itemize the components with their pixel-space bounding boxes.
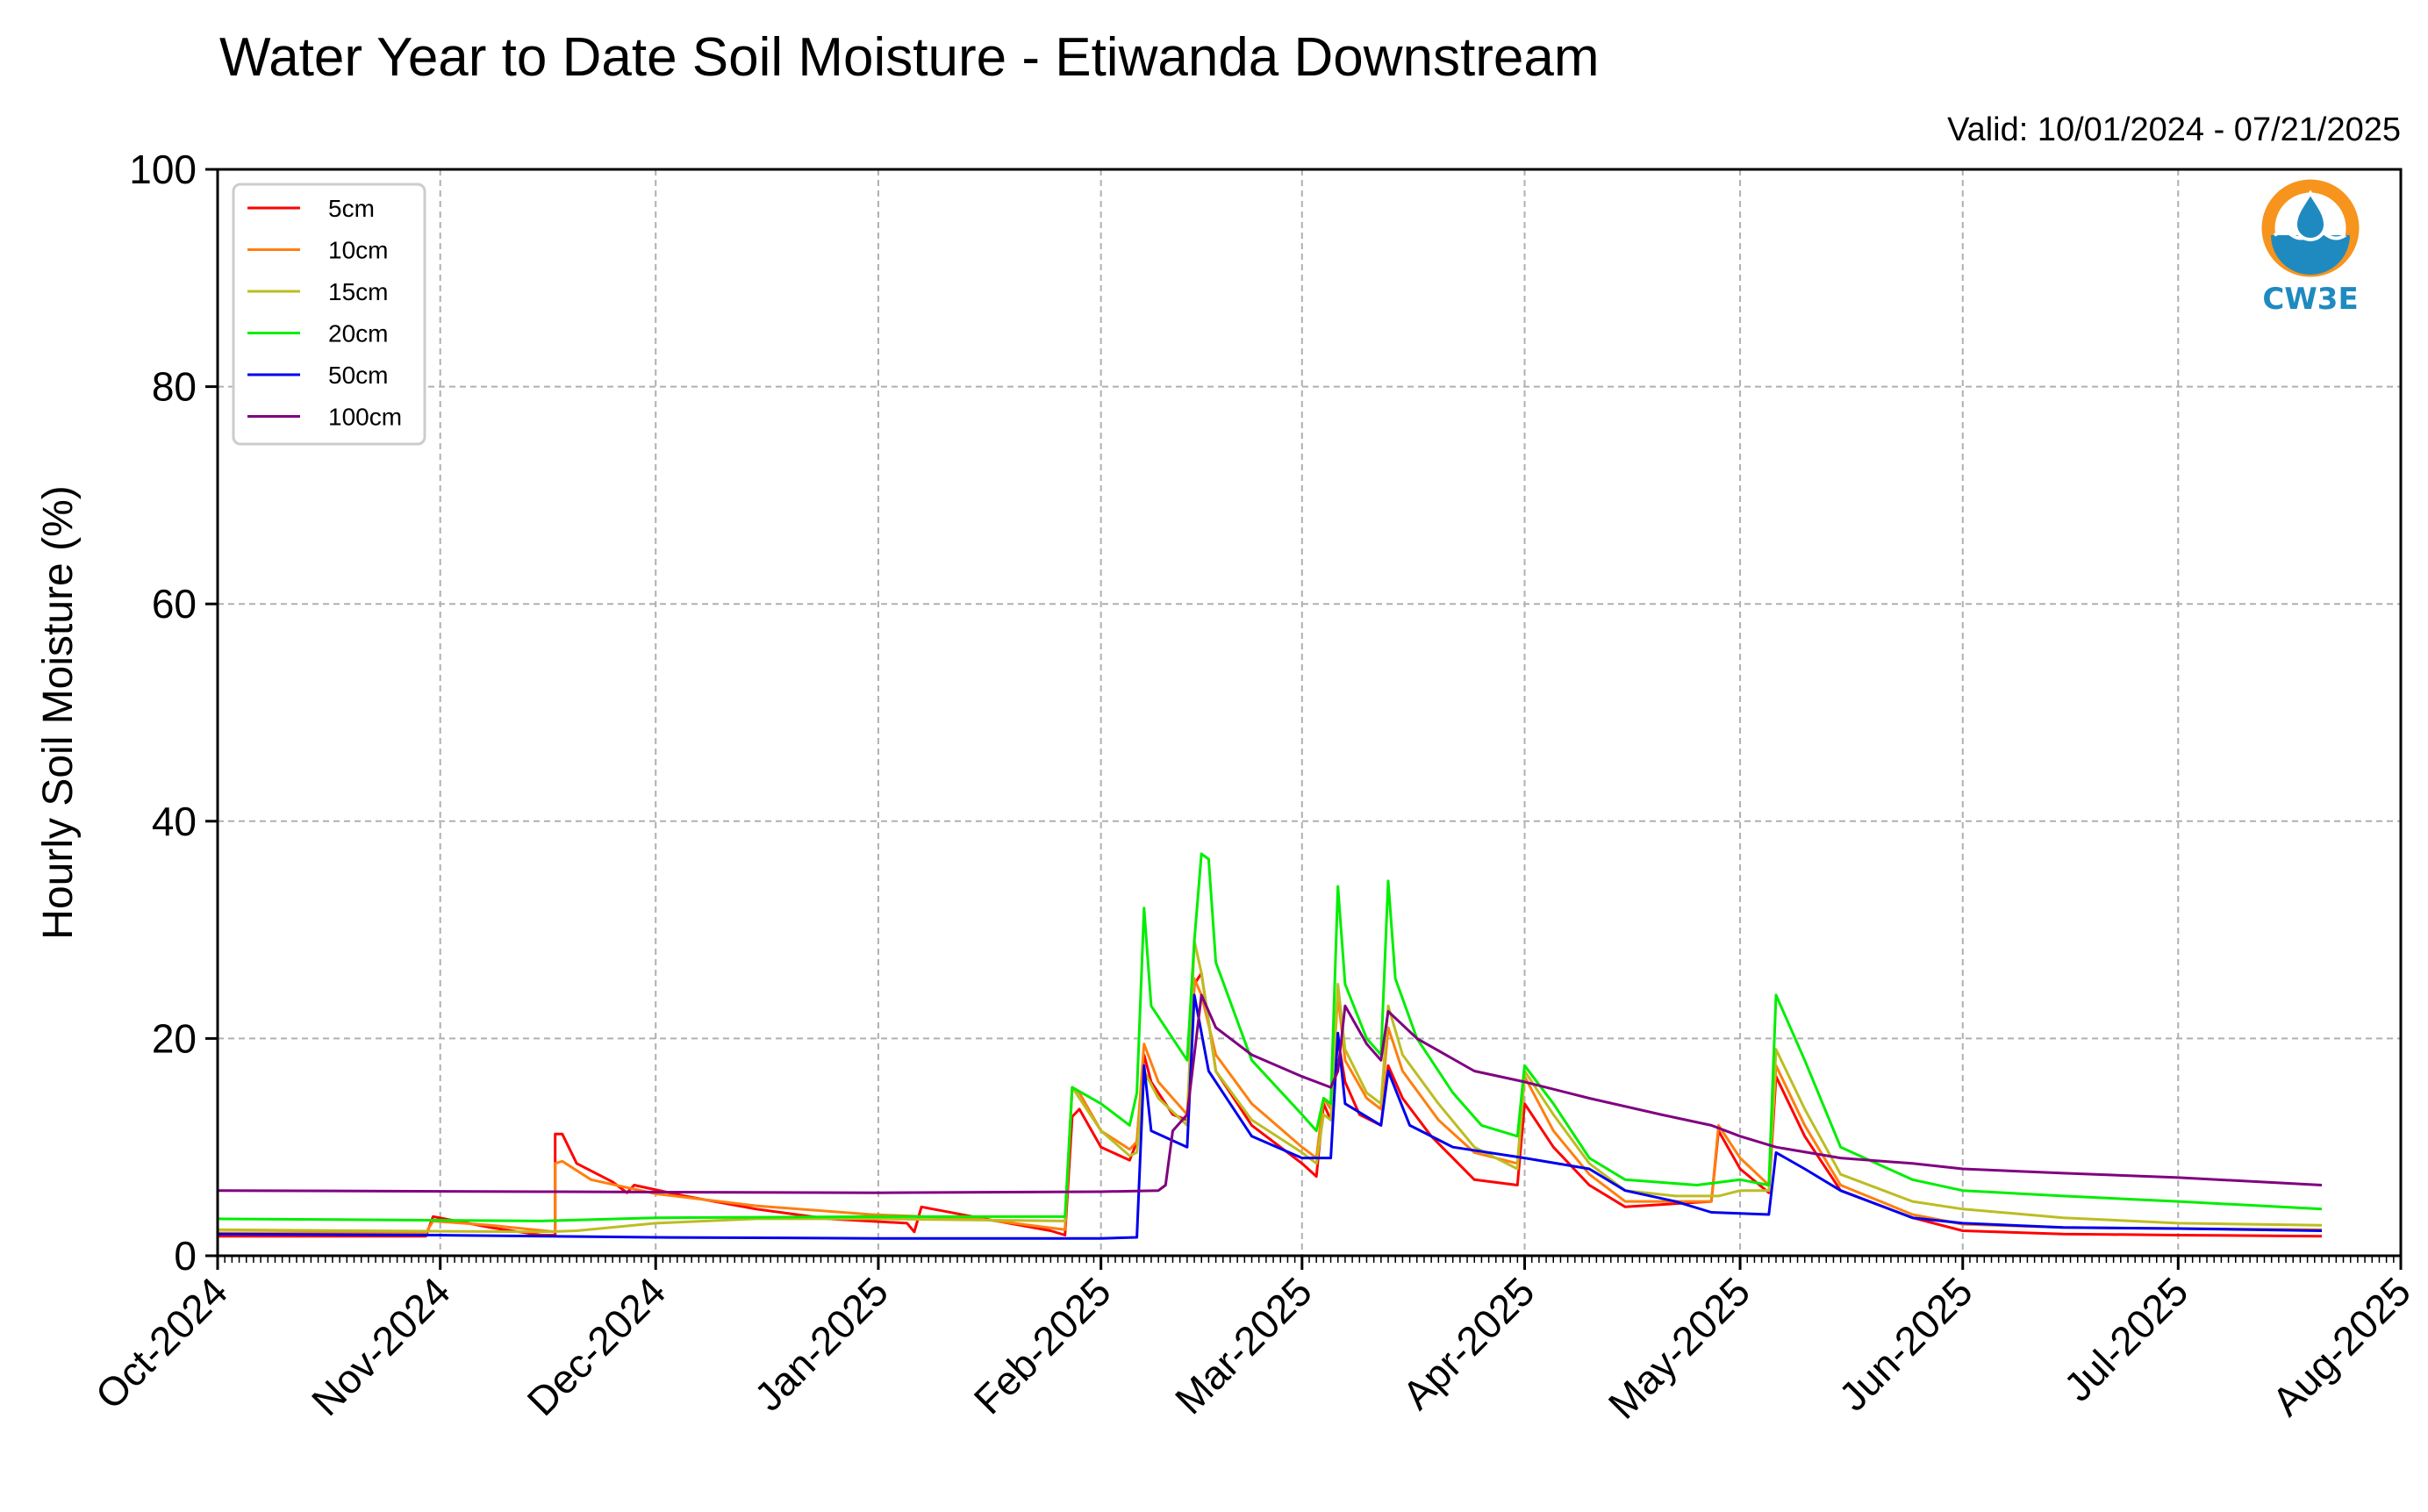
series-line-20cm bbox=[217, 852, 2323, 1222]
logo-text: CW3E bbox=[2262, 282, 2358, 317]
chart-title: Water Year to Date Soil Moisture - Etiwa… bbox=[219, 27, 1600, 88]
series-line-50cm bbox=[217, 993, 2323, 1240]
series-line-100cm bbox=[217, 993, 2323, 1194]
legend: 5cm 10cm 15cm 20cm 50cm 100cm bbox=[232, 183, 426, 446]
y-axis-label: Hourly Soil Moisture (%) bbox=[35, 485, 82, 939]
legend-label-15cm: 15cm bbox=[328, 278, 388, 305]
y-tick-label: 0 bbox=[174, 1233, 197, 1279]
y-tick-label: 100 bbox=[129, 147, 197, 192]
legend-label-20cm: 20cm bbox=[328, 320, 388, 348]
legend-label-5cm: 5cm bbox=[328, 195, 375, 222]
chart-subtitle: Valid: 10/01/2024 - 07/21/2025 bbox=[1947, 111, 2401, 148]
y-tick-label: 20 bbox=[152, 1015, 197, 1061]
water-drop-logo-icon bbox=[2261, 179, 2360, 277]
grid-lines bbox=[218, 169, 2401, 1256]
cw3e-logo: CW3E bbox=[2261, 179, 2360, 317]
legend-label-100cm: 100cm bbox=[328, 404, 402, 431]
y-tick-label: 40 bbox=[152, 799, 197, 844]
series-lines bbox=[217, 852, 2323, 1240]
y-tick-label: 60 bbox=[152, 581, 197, 627]
legend-label-10cm: 10cm bbox=[328, 237, 388, 264]
y-tick-label: 80 bbox=[152, 364, 197, 410]
legend-label-50cm: 50cm bbox=[328, 362, 388, 389]
